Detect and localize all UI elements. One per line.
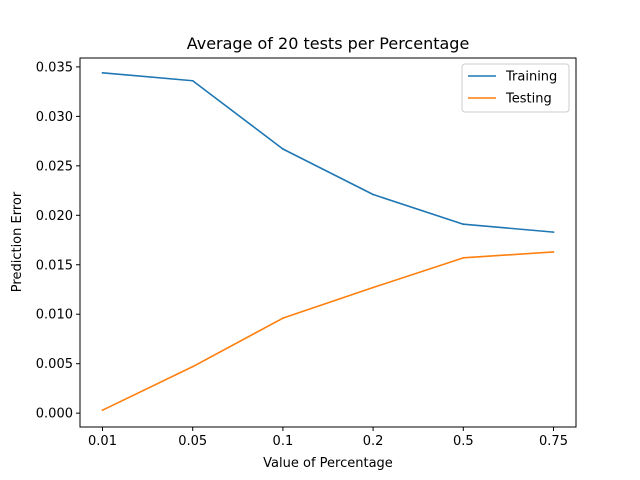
x-tick-label: 0.2 xyxy=(363,434,384,449)
series-line-training xyxy=(102,72,554,233)
x-tick-label: 0.1 xyxy=(273,434,294,449)
x-tick-label: 0.01 xyxy=(88,434,117,449)
data-point-testing xyxy=(282,317,284,320)
data-point-training xyxy=(191,79,194,82)
plot-frame xyxy=(79,57,577,428)
data-point-testing xyxy=(462,256,465,259)
legend: Training Testing xyxy=(461,63,570,113)
data-point-training xyxy=(282,148,284,150)
data-point-training xyxy=(552,231,555,234)
data-point-testing xyxy=(101,409,104,412)
y-tick-label: 0.030 xyxy=(36,110,73,125)
x-tick-label: 0.75 xyxy=(539,434,568,449)
data-point-training xyxy=(462,223,465,226)
data-point-testing xyxy=(191,365,194,368)
x-axis-label: Value of Percentage xyxy=(263,456,393,471)
series-line-testing xyxy=(102,251,554,411)
chart-title: Average of 20 tests per Percentage xyxy=(187,34,470,53)
x-tick-label: 0.05 xyxy=(178,434,207,449)
x-tick-label: 0.5 xyxy=(453,434,474,449)
y-tick-label: 0.015 xyxy=(36,258,73,273)
data-point-training xyxy=(101,71,104,74)
series-layer xyxy=(101,71,555,412)
y-tick-label: 0.020 xyxy=(36,209,73,224)
data-point-testing xyxy=(372,286,374,289)
y-tick-label: 0.005 xyxy=(36,357,73,372)
y-axis-label: Prediction Error xyxy=(10,191,25,292)
x-axis: 0.01 0.05 0.1 0.2 0.5 0.75 xyxy=(88,427,568,449)
y-tick-label: 0.035 xyxy=(36,60,73,75)
data-point-testing xyxy=(552,250,555,253)
data-point-training xyxy=(372,193,374,196)
y-tick-label: 0.000 xyxy=(36,407,73,422)
y-tick-label: 0.010 xyxy=(36,308,73,323)
plot-area xyxy=(79,57,577,428)
y-axis: 0.000 0.005 0.010 0.015 0.020 0.025 0.030 0.035 xyxy=(36,60,80,422)
legend-label-training: Training xyxy=(505,70,557,85)
y-tick-label: 0.025 xyxy=(36,159,73,174)
legend-label-testing: Testing xyxy=(505,92,552,107)
